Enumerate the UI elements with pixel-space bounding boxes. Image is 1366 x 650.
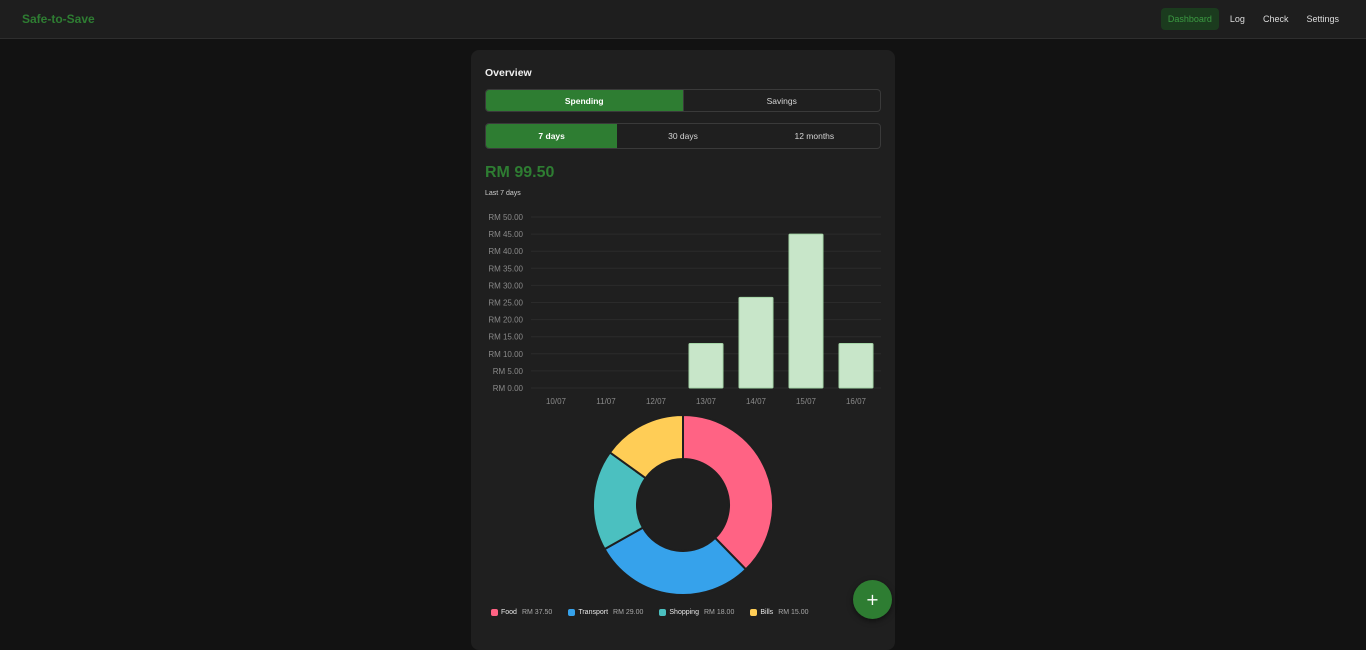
total-amount: RM 99.50 — [485, 164, 555, 181]
bar-13-07[interactable] — [688, 343, 724, 389]
legend-amount: RM 37.50 — [521, 609, 553, 616]
bar-14-07[interactable] — [738, 296, 774, 389]
period-label: Last 7 days — [485, 190, 521, 197]
x-tick-label: 15/07 — [796, 397, 817, 406]
x-tick-label: 12/07 — [646, 397, 667, 406]
y-tick-label: RM 0.00 — [493, 384, 524, 393]
spending-bar-chart: RM 0.00 RM 5.00 RM 10.00 RM 15.00 RM 20.00 RM… — [488, 213, 881, 406]
x-tick-label: 11/07 — [596, 397, 616, 406]
donut-slice-food[interactable] — [682, 413, 774, 571]
tab-30-days[interactable]: 30 days — [617, 124, 748, 148]
y-tick-label: RM 20.00 — [488, 316, 523, 325]
legend-label: Bills — [760, 609, 774, 616]
tab-7-days[interactable]: 7 days — [486, 124, 618, 148]
bar-15-07[interactable] — [788, 233, 824, 389]
y-tick-label: RM 50.00 — [488, 213, 523, 222]
y-tick-label: RM 15.00 — [488, 333, 523, 342]
legend-item-shopping[interactable]: Shopping RM 18.00 — [659, 609, 734, 616]
y-tick-label: RM 35.00 — [488, 264, 523, 273]
y-tick-label: RM 30.00 — [488, 281, 523, 290]
legend-label: Food — [501, 609, 517, 616]
type-toggle: Spending Savings — [485, 89, 881, 112]
nav-dashboard[interactable]: Dashboard — [1160, 8, 1219, 30]
y-tick-label: RM 10.00 — [488, 350, 523, 359]
donut-legend: Food RM 37.50 Transport RM 29.00 Shoppin… — [491, 609, 809, 616]
nav-check[interactable]: Check — [1262, 14, 1289, 24]
y-tick-label: RM 40.00 — [488, 247, 523, 256]
top-navbar: Safe-to-Save Dashboard Log Check Setting… — [0, 0, 1366, 39]
legend-item-transport[interactable]: Transport RM 29.00 — [568, 609, 643, 616]
nav-log[interactable]: Log — [1229, 14, 1245, 24]
range-toggle: 7 days 30 days 12 months — [485, 123, 881, 149]
category-donut-chart — [592, 413, 774, 596]
main-nav: Dashboard Log Check Settings — [1160, 8, 1346, 30]
legend-item-bills[interactable]: Bills RM 15.00 — [750, 609, 809, 616]
nav-settings[interactable]: Settings — [1306, 14, 1339, 24]
legend-amount: RM 29.00 — [613, 609, 644, 616]
bar-16-07[interactable] — [838, 343, 874, 389]
legend-swatch — [491, 609, 498, 616]
tab-spending[interactable]: Spending — [486, 90, 683, 111]
overview-card: Overview Spending Savings 7 days 30 days… — [471, 50, 895, 650]
y-tick-label: RM 5.00 — [493, 367, 524, 376]
x-tick-label: 14/07 — [746, 397, 767, 406]
add-transaction-button[interactable]: + — [853, 580, 892, 619]
legend-swatch — [568, 609, 576, 616]
legend-item-food[interactable]: Food RM 37.50 — [491, 609, 552, 616]
tab-12-months[interactable]: 12 months — [749, 124, 880, 148]
tab-savings[interactable]: Savings — [682, 90, 881, 111]
app-brand[interactable]: Safe-to-Save — [22, 12, 95, 26]
plus-icon: + — [865, 590, 880, 609]
y-tick-label: RM 25.00 — [488, 299, 523, 308]
legend-amount: RM 18.00 — [703, 609, 735, 616]
y-tick-label: RM 45.00 — [488, 230, 523, 239]
legend-label: Shopping — [669, 609, 699, 616]
x-tick-label: 13/07 — [696, 397, 717, 406]
overview-title: Overview — [485, 67, 532, 79]
donut-slice-bills[interactable] — [608, 413, 684, 480]
legend-swatch — [659, 609, 667, 616]
x-tick-label: 16/07 — [846, 397, 867, 406]
legend-swatch — [750, 609, 758, 616]
legend-label: Transport — [578, 609, 609, 616]
donut-slice-transport[interactable] — [603, 526, 748, 596]
legend-amount: RM 15.00 — [778, 609, 809, 616]
x-tick-label: 10/07 — [546, 397, 567, 406]
